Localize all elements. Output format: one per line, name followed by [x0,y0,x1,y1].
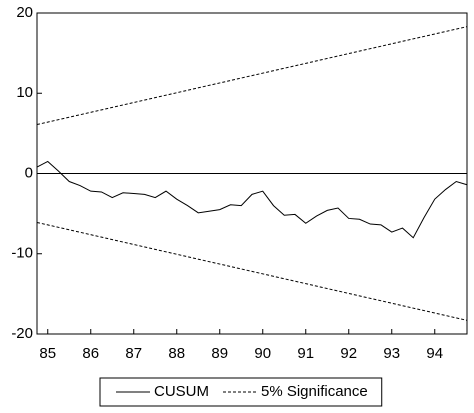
x-tick-label: 86 [82,345,99,362]
x-tick-label: 88 [168,345,185,362]
x-tick-label: 93 [383,345,400,362]
y-tick-label: 10 [16,84,33,101]
y-tick-label: -20 [11,325,33,342]
series-line-lower [36,221,468,321]
x-tick-label: 90 [254,345,271,362]
x-tick-label: 87 [125,345,142,362]
legend-label: CUSUM [154,383,209,400]
y-tick-label: -10 [11,245,33,262]
x-tick-label: 92 [340,345,357,362]
x-tick-label: 91 [297,345,314,362]
x-tick-label: 94 [426,345,443,362]
series-line [36,26,468,126]
y-tick-label: 0 [25,164,33,181]
legend-label: 5% Significance [261,383,368,400]
x-tick-label: 85 [39,345,56,362]
legend: CUSUM 5% Significance [99,377,383,407]
x-tick-label: 89 [211,345,228,362]
y-tick-label: 20 [16,4,33,21]
series-line [36,160,468,239]
